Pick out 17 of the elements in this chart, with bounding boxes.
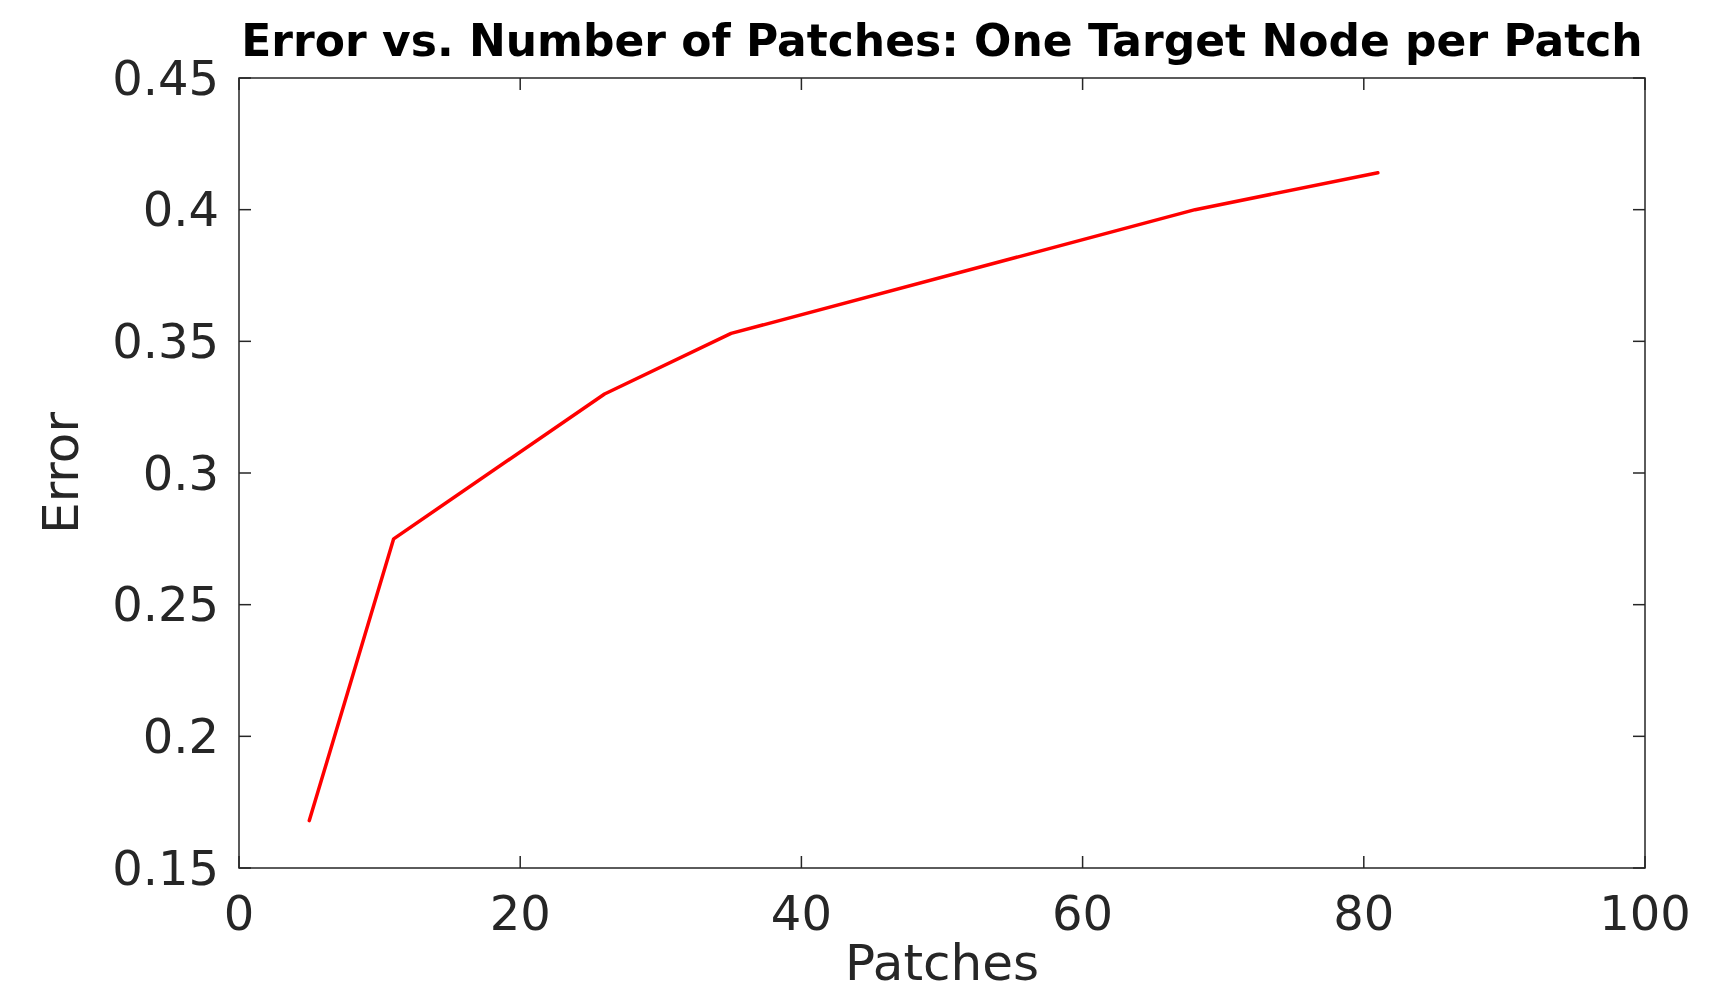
x-tick-label: 20 <box>489 885 551 941</box>
y-tick-label: 0.15 <box>112 839 219 896</box>
y-tick-label: 0.35 <box>112 313 219 370</box>
x-tick-label: 80 <box>1333 885 1395 941</box>
y-tick-label: 0.25 <box>112 576 219 633</box>
x-tick-label: 40 <box>770 885 832 941</box>
y-tick-label: 0.3 <box>142 444 219 501</box>
line-series <box>307 171 1380 823</box>
x-axis-title: Patches <box>844 934 1040 992</box>
y-tick-label: 0.2 <box>142 708 219 765</box>
y-tick-label: 0.45 <box>112 49 219 106</box>
x-tick-label: 0 <box>223 885 255 941</box>
chart-title: Error vs. Number of Patches: One Target Node per Patch <box>241 15 1643 66</box>
y-axis-title: Error <box>32 411 90 534</box>
x-tick-label: 100 <box>1599 885 1691 941</box>
y-tick-label: 0.4 <box>142 181 219 238</box>
x-tick-label: 60 <box>1052 885 1114 941</box>
